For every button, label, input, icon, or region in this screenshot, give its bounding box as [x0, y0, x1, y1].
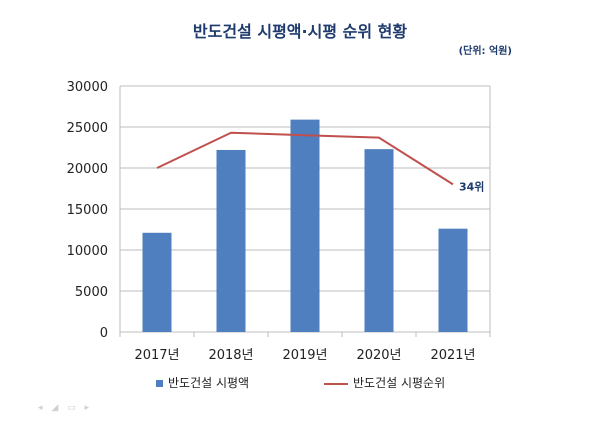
slide-nav-icons: ◂ ◢ ▭ ▸: [38, 403, 93, 413]
rank-annotation: 34위: [459, 180, 484, 193]
y-tick-label: 30000: [67, 80, 108, 95]
legend-swatch-bar: [156, 380, 163, 387]
y-tick-label: 0: [100, 326, 108, 341]
x-tick-label: 2018년: [208, 348, 253, 363]
x-tick-label: 2020년: [356, 348, 401, 363]
y-tick-label: 15000: [67, 203, 108, 218]
x-tick-label: 2019년: [282, 348, 327, 363]
legend-label-bar: 반도건설 시평액: [168, 376, 249, 390]
bar: [364, 149, 394, 332]
unit-note: (단위: 억원): [458, 46, 512, 57]
bar: [142, 232, 172, 332]
bar: [216, 149, 246, 332]
legend-label-line: 반도건설 시평순위: [353, 376, 445, 390]
rank-line: [156, 131, 454, 186]
x-tick-label: 2021년: [430, 348, 475, 363]
y-tick-label: 10000: [67, 244, 108, 259]
chart-title: 반도건설 시평액·시평 순위 현황: [192, 22, 408, 41]
y-tick-label: 5000: [75, 285, 108, 300]
x-tick-label: 2017년: [134, 348, 179, 363]
y-tick-label: 25000: [67, 121, 108, 136]
bar: [438, 228, 468, 332]
y-tick-label: 20000: [67, 162, 108, 177]
bar: [290, 119, 320, 333]
